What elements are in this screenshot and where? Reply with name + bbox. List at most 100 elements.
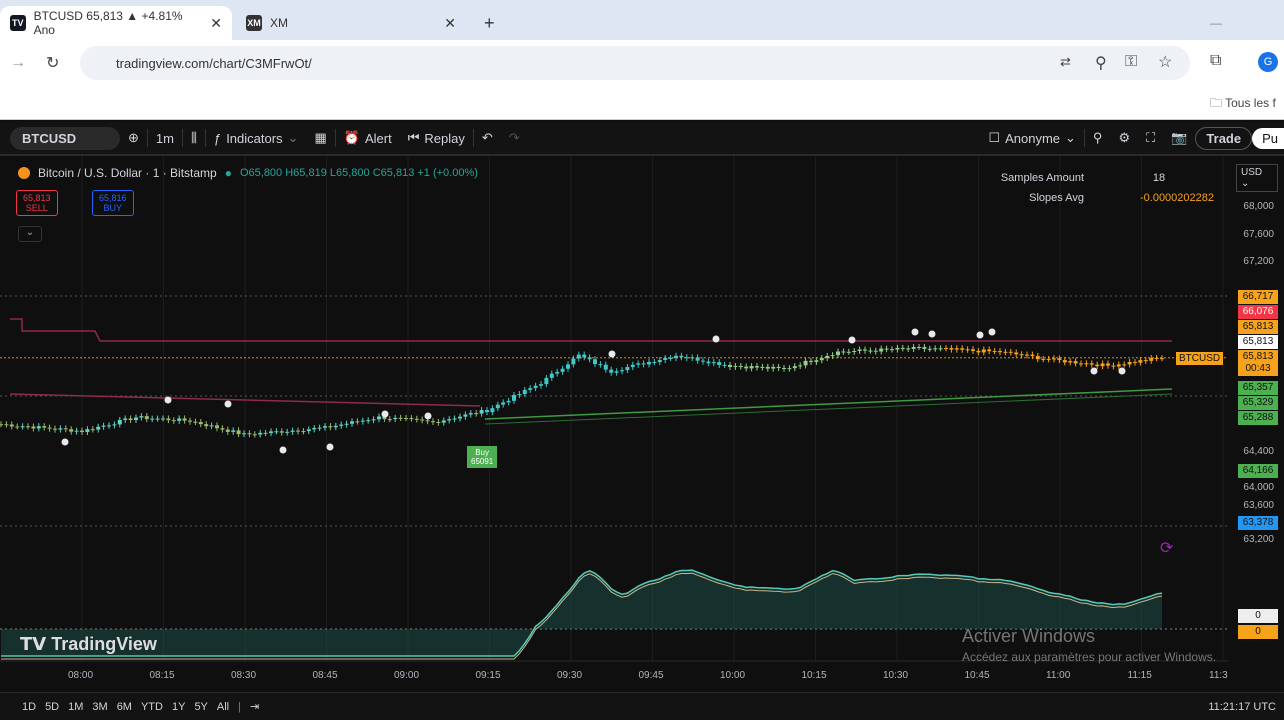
candle	[598, 364, 603, 366]
new-tab-button[interactable]: +	[484, 12, 495, 33]
candle	[998, 351, 1002, 353]
publish-button[interactable]: Pu	[1252, 127, 1284, 149]
templates-icon[interactable]: ▦	[314, 130, 327, 145]
candle	[441, 420, 446, 423]
camera-icon[interactable]: 📷	[1171, 130, 1188, 145]
dollar-cycle-icon[interactable]: ⟳	[1160, 540, 1174, 557]
candle	[263, 432, 268, 434]
signal-dot	[928, 330, 936, 338]
currency-select[interactable]: USD ⌄	[1236, 164, 1278, 192]
candle	[155, 418, 160, 420]
candle	[1084, 363, 1089, 365]
undo-icon[interactable]: ↶	[481, 130, 493, 145]
range-1d[interactable]: 1D	[22, 700, 37, 713]
settings-icon[interactable]: ⚙	[1118, 130, 1131, 145]
replay-button[interactable]: ⏮ Replay	[400, 130, 473, 146]
symbol-label: BTCUSD	[22, 130, 77, 146]
candle	[485, 410, 489, 413]
candle	[382, 416, 387, 420]
candle	[112, 424, 117, 426]
translate-icon[interactable]: ⇄	[1060, 54, 1071, 69]
time-tick: 08:15	[149, 670, 175, 681]
zoom-icon[interactable]: ⚲	[1095, 55, 1107, 72]
tab-xm[interactable]: XM XM ✕	[236, 6, 466, 40]
interval-button[interactable]: 1m	[148, 131, 182, 146]
signal-dot	[712, 335, 720, 343]
symbol-search[interactable]: BTCUSD	[10, 126, 120, 150]
candle	[809, 360, 813, 362]
candle	[582, 354, 587, 358]
alert-button[interactable]: ⏰ Alert	[336, 130, 400, 146]
candle	[1014, 352, 1019, 355]
redo-icon[interactable]: ↷	[508, 130, 520, 145]
alert-label: Alert	[364, 130, 392, 146]
date-range-icon[interactable]: ⇥	[250, 701, 260, 713]
range-ytd[interactable]: YTD	[140, 700, 163, 713]
range-1m[interactable]: 1M	[68, 700, 84, 713]
close-tab-icon[interactable]: ✕	[444, 14, 456, 31]
candle	[900, 347, 905, 349]
buy-button[interactable]: 65,816 BUY	[92, 190, 134, 216]
indicators-button[interactable]: ƒ Indicators ⌄	[206, 130, 307, 146]
candle	[371, 419, 376, 421]
last-price-badge: 65,813 00:43	[1238, 350, 1278, 376]
range-5y[interactable]: 5Y	[194, 700, 208, 713]
quick-search-icon[interactable]: ⚲	[1092, 130, 1103, 145]
candle	[587, 357, 592, 360]
bookmarks-bar: 🗀 Tous les f	[0, 86, 1284, 120]
price-tick: 67,600	[1243, 229, 1274, 240]
range-6m[interactable]: 6M	[116, 700, 132, 713]
bookmark-folder[interactable]: 🗀 Tous les f	[1210, 96, 1276, 110]
price-chart[interactable]	[0, 156, 1228, 692]
divider	[1083, 129, 1085, 147]
time-tick: 11:00	[1046, 670, 1071, 681]
candle	[1100, 363, 1105, 367]
range-1y[interactable]: 1Y	[171, 700, 186, 713]
price-axis[interactable]: USD ⌄ 68,000 67,600 67,200 64,400 64,000…	[1228, 156, 1284, 692]
minimize-icon[interactable]: —	[1210, 16, 1222, 30]
extensions-icon[interactable]: ⧉	[1210, 52, 1222, 69]
candle	[814, 360, 819, 362]
range-3m[interactable]: 3M	[92, 700, 108, 713]
range-all[interactable]: All	[216, 700, 230, 713]
close-tab-icon[interactable]: ✕	[210, 14, 222, 31]
profile-avatar[interactable]: G	[1258, 52, 1278, 72]
sell-button[interactable]: 65,813 SELL	[16, 190, 58, 216]
candle	[533, 385, 538, 389]
url-input[interactable]: tradingview.com/chart/C3MFrwOt/	[80, 46, 1190, 80]
symbol-price-tag: BTCUSD	[1176, 352, 1224, 365]
candle	[684, 357, 689, 359]
candle	[1116, 364, 1121, 367]
indicator-table: Samples Amount 18 Slopes Avg -0.0000202282	[1001, 172, 1214, 204]
forward-icon[interactable]: →	[10, 54, 26, 71]
range-5d[interactable]: 5D	[45, 700, 60, 713]
star-icon[interactable]: ☆	[1158, 54, 1173, 71]
collapse-legend-button[interactable]: ⌄	[18, 226, 42, 242]
activation-subtitle: Accédez aux paramètres pour activer Wind…	[962, 650, 1217, 664]
candle	[846, 351, 851, 353]
sell-price: 65,813	[23, 193, 51, 203]
candle	[350, 421, 354, 424]
layout-button[interactable]: ☐ Anonyme ⌄	[980, 130, 1083, 146]
reload-icon[interactable]: ↻	[46, 55, 60, 72]
key-icon[interactable]: ⚿	[1125, 53, 1138, 70]
time-tick: 08:30	[231, 670, 257, 681]
fullscreen-icon[interactable]: ⛶	[1146, 130, 1156, 145]
bar-countdown: 00:43	[1245, 363, 1271, 374]
trade-button[interactable]: Trade	[1195, 126, 1253, 150]
candle	[420, 419, 425, 421]
candle	[933, 348, 938, 350]
candle	[576, 354, 581, 359]
tab-tradingview[interactable]: TV BTCUSD 65,813 ▲ +4.81% Ano ✕	[0, 6, 232, 40]
candles-icon[interactable]: ⫼	[190, 130, 197, 145]
candle	[150, 418, 155, 420]
candle	[258, 432, 263, 435]
candle	[679, 355, 684, 358]
chart-area[interactable]: Bitcoin / U.S. Dollar · 1 · Bitstamp ● O…	[0, 156, 1284, 692]
time-tick: 10:15	[801, 670, 827, 681]
candle	[1068, 361, 1073, 363]
candle	[755, 366, 759, 368]
candle	[620, 370, 624, 372]
candle	[279, 431, 284, 433]
compare-button[interactable]: ⊕	[128, 130, 139, 145]
